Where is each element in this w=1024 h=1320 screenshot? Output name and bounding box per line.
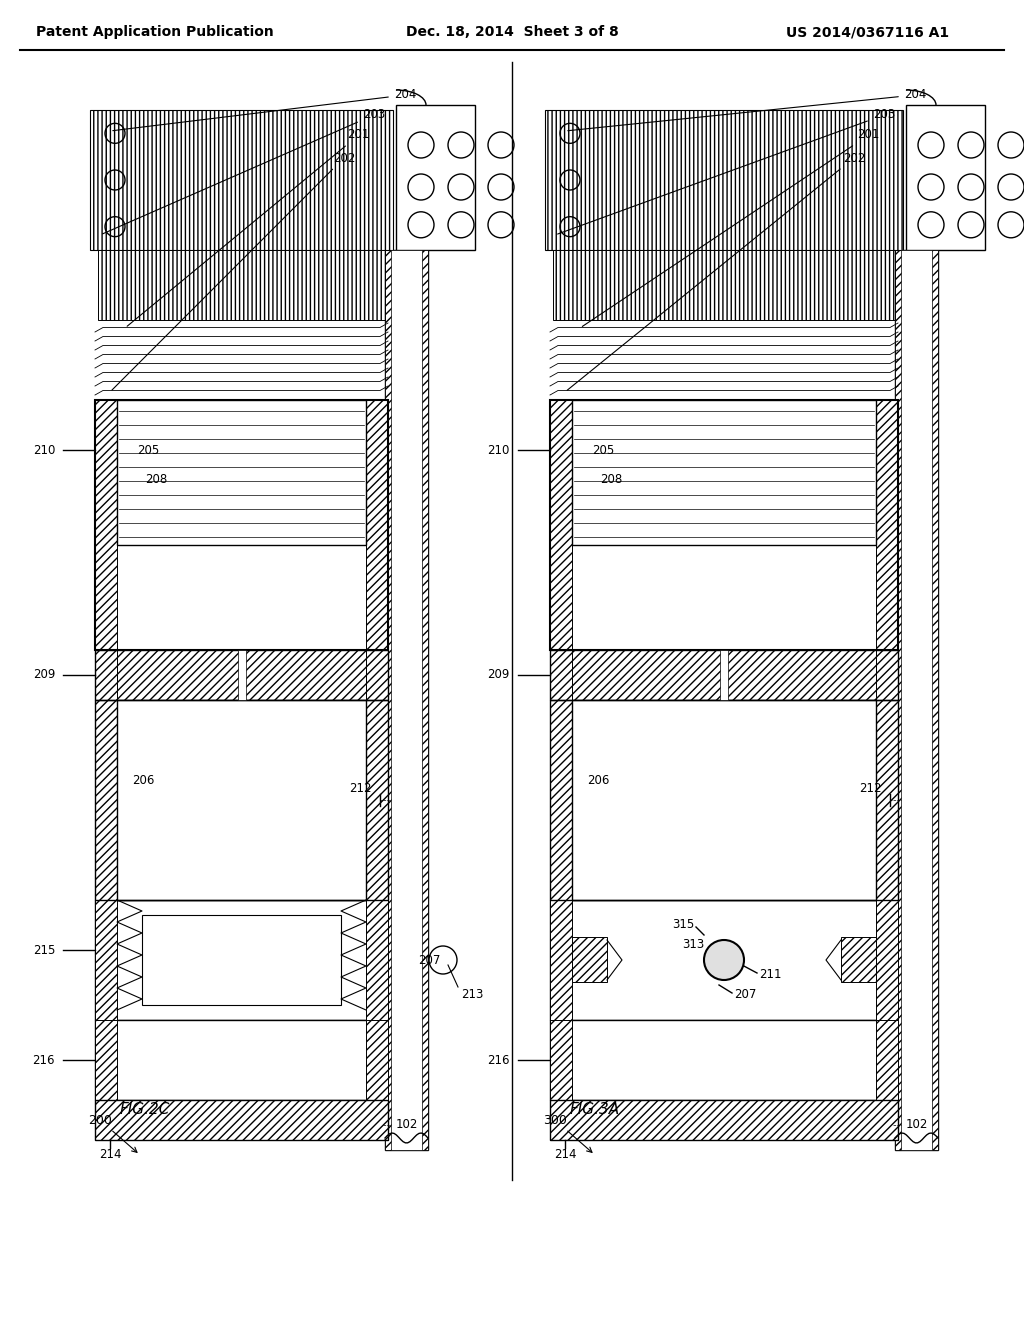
Text: FIG.2C: FIG.2C [120,1102,170,1118]
Text: 215: 215 [33,944,55,957]
Bar [366,700,388,900]
Bar [95,1100,388,1140]
Bar [841,937,876,982]
Text: 207: 207 [418,953,440,966]
Text: 300: 300 [543,1114,592,1152]
Text: 210: 210 [33,444,55,457]
Bar [876,1020,898,1100]
Bar [876,900,898,1020]
Text: 207: 207 [734,989,757,1002]
Bar [550,649,572,700]
Bar [550,400,572,649]
Bar [901,249,932,1150]
Text: 212: 212 [859,781,882,795]
Text: 209: 209 [487,668,510,681]
Bar [366,649,388,700]
Text: 213: 213 [461,989,483,1002]
Bar [95,400,117,649]
Bar [366,900,388,1020]
Bar [550,700,572,900]
Bar [95,1020,388,1100]
Text: 200: 200 [88,1114,137,1152]
Bar [366,400,388,649]
Bar [550,700,898,900]
Bar [98,249,385,319]
Text: 313: 313 [682,939,705,952]
Bar [95,400,388,649]
Bar [572,937,607,982]
Text: 205: 205 [592,445,614,457]
Bar [545,110,903,249]
Text: 216: 216 [33,1053,55,1067]
Bar [95,900,117,1020]
Text: Patent Application Publication: Patent Application Publication [36,25,273,40]
Text: 205: 205 [137,445,160,457]
Bar [90,110,393,249]
Text: 204: 204 [567,88,926,131]
Text: 214: 214 [554,1148,577,1162]
Text: 208: 208 [600,474,623,486]
Text: 315: 315 [672,919,694,932]
Text: 204: 204 [113,88,416,131]
Bar [95,649,117,700]
Bar [550,900,572,1020]
Bar [876,700,898,900]
Text: 102: 102 [395,1118,418,1131]
Text: 210: 210 [487,444,510,457]
Bar [895,249,938,1150]
Bar [95,1020,117,1100]
Text: US 2014/0367116 A1: US 2014/0367116 A1 [786,25,949,40]
Bar [572,400,876,545]
Text: 211: 211 [759,969,781,982]
Bar [117,649,366,700]
Bar [95,700,117,900]
Text: 202: 202 [112,152,355,389]
Bar [238,649,246,700]
Bar [876,649,898,700]
Text: 209: 209 [33,668,55,681]
Bar [366,1020,388,1100]
Text: 102: 102 [905,1118,928,1131]
Bar [550,400,898,649]
Bar [550,1100,898,1140]
Bar [720,649,728,700]
Text: 202: 202 [567,152,865,391]
Text: FIG.3A: FIG.3A [570,1102,621,1118]
Bar [95,1100,388,1140]
Bar [396,106,475,249]
Bar [550,1020,898,1100]
Bar [553,249,895,319]
Bar [391,249,422,1150]
Text: 206: 206 [587,774,609,787]
Circle shape [705,940,744,979]
Text: 214: 214 [98,1148,121,1162]
Text: 201: 201 [583,128,880,326]
Text: 216: 216 [487,1053,510,1067]
Bar [95,700,388,900]
Text: 206: 206 [132,774,155,787]
Bar [117,400,366,545]
Text: 208: 208 [145,474,167,486]
Text: 201: 201 [127,128,370,326]
Bar [385,249,428,1150]
Bar [117,700,366,900]
Bar [550,1100,898,1140]
Bar [572,649,876,700]
Bar [95,900,388,1020]
Bar [906,106,985,249]
Bar [876,400,898,649]
Bar [385,249,428,1150]
Bar [572,700,876,900]
Text: 212: 212 [349,781,372,795]
Text: 203: 203 [102,108,385,234]
Text: Dec. 18, 2014  Sheet 3 of 8: Dec. 18, 2014 Sheet 3 of 8 [406,25,618,40]
Text: 203: 203 [558,108,895,234]
Bar [550,649,898,700]
Bar [142,915,341,1005]
Bar [95,649,388,700]
Bar [895,249,938,1150]
Bar [550,1020,572,1100]
Bar [550,900,898,1020]
